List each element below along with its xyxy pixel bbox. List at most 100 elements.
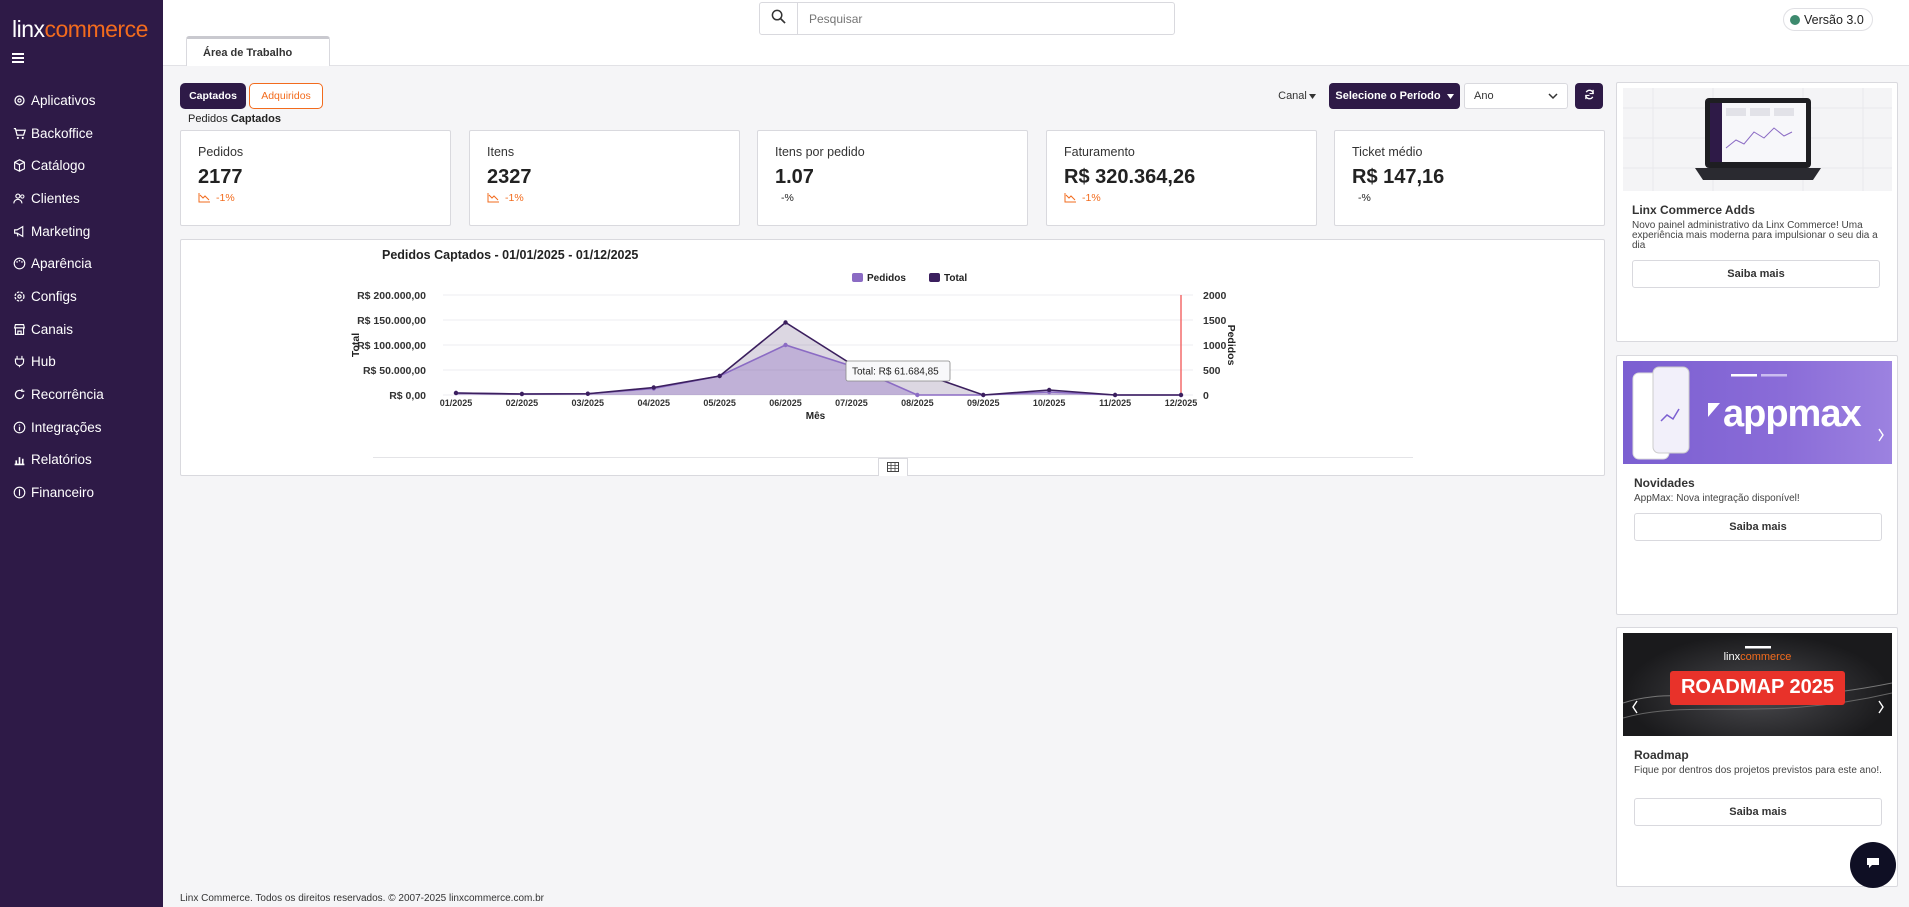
gear-icon xyxy=(12,93,26,107)
search-icon xyxy=(771,9,786,29)
sidebar-item-label: Recorrência xyxy=(31,387,104,403)
sidebar-item-marketing[interactable]: Marketing xyxy=(0,215,163,248)
promo-text: Novo painel administrativo da Linx Comme… xyxy=(1632,220,1878,251)
sidebar-item-integracoes[interactable]: Integrações xyxy=(0,411,163,444)
caret-down-icon xyxy=(1446,90,1454,102)
promo-text: Fique por dentros dos projetos previstos… xyxy=(1634,765,1882,776)
menu-icon[interactable] xyxy=(12,53,24,63)
tab-label: Área de Trabalho xyxy=(203,46,293,59)
data-point-total xyxy=(1046,387,1052,393)
x-tick-label: 09/2025 xyxy=(967,398,1000,408)
y2-tick-label: 1000 xyxy=(1203,340,1227,352)
recurrence-icon xyxy=(12,388,26,402)
sidebar-item-backoffice[interactable]: Backoffice xyxy=(0,117,163,150)
promo-title: Roadmap xyxy=(1634,748,1689,762)
legend-swatch xyxy=(852,273,863,282)
y-tick-label: R$ 100.000,00 xyxy=(357,340,426,352)
data-point-total xyxy=(585,391,591,396)
promo-text: AppMax: Nova integração disponível! xyxy=(1634,493,1800,504)
table-icon xyxy=(887,459,899,477)
data-point-pedidos xyxy=(783,342,788,348)
x-tick-label: 02/2025 xyxy=(506,398,539,408)
section-title: Pedidos Captados xyxy=(188,113,281,125)
sidebar-item-hub[interactable]: Hub xyxy=(0,346,163,379)
x-tick-label: 10/2025 xyxy=(1033,398,1066,408)
table-view-button[interactable] xyxy=(878,458,908,476)
adquiridos-button[interactable]: Adquiridos xyxy=(249,83,323,109)
chart-tooltip-text: Total: R$ 61.684,85 xyxy=(852,367,939,378)
sidebar-item-label: Hub xyxy=(31,354,56,370)
promo-title: Linx Commerce Adds xyxy=(1632,203,1755,217)
saiba-mais-button[interactable]: Saiba mais xyxy=(1634,513,1882,541)
periodo-dropdown[interactable]: Selecione o Período xyxy=(1329,83,1460,109)
ano-label: Ano xyxy=(1474,90,1494,102)
sidebar-item-financeiro[interactable]: Financeiro xyxy=(0,476,163,509)
kpi-value: R$ 147,16 xyxy=(1352,166,1445,188)
x-tick-label: 01/2025 xyxy=(440,398,473,408)
kpi-title: Faturamento xyxy=(1064,145,1135,159)
sidebar-nav: Aplicativos Backoffice Catálogo Clientes… xyxy=(0,84,163,509)
series-area-total xyxy=(456,322,1181,395)
search-input[interactable] xyxy=(798,3,1174,34)
sidebar-item-label: Relatórios xyxy=(31,452,92,468)
sidebar-item-configs[interactable]: Configs xyxy=(0,280,163,313)
ano-select[interactable]: Ano xyxy=(1464,83,1568,109)
promo-card-adds: Linx Commerce Adds Novo painel administr… xyxy=(1616,82,1898,342)
appmax-banner[interactable]: appmax xyxy=(1623,361,1892,464)
header: Versão 3.0 Área de Trabalho xyxy=(163,0,1909,66)
laptop-image xyxy=(1623,88,1892,191)
data-point-total xyxy=(717,373,722,379)
sidebar-item-recorrencia[interactable]: Recorrência xyxy=(0,378,163,411)
saiba-mais-button[interactable]: Saiba mais xyxy=(1632,260,1880,288)
plug-icon xyxy=(12,355,26,369)
chevron-down-icon xyxy=(1547,90,1559,105)
x-tick-label: 07/2025 xyxy=(835,398,868,408)
kpi-title: Itens xyxy=(487,145,515,159)
canal-dropdown[interactable]: Canal xyxy=(1273,83,1321,109)
tab-area-de-trabalho[interactable]: Área de Trabalho xyxy=(186,36,330,66)
sidebar-item-canais[interactable]: Canais xyxy=(0,313,163,346)
kpi-delta: -1% xyxy=(487,192,722,204)
caret-down-icon xyxy=(1308,90,1316,102)
version-label: Versão 3.0 xyxy=(1804,12,1864,27)
refresh-button[interactable] xyxy=(1575,83,1603,109)
sidebar-item-relatorios[interactable]: Relatórios xyxy=(0,444,163,477)
legend-swatch xyxy=(929,273,940,282)
roadmap-banner[interactable]: linxcommerce ROADMAP 2025 xyxy=(1623,633,1892,736)
version-badge[interactable]: Versão 3.0 xyxy=(1783,8,1873,31)
captados-button[interactable]: Captados xyxy=(180,83,246,109)
sidebar-item-aparencia[interactable]: Aparência xyxy=(0,247,163,280)
chat-icon xyxy=(1866,856,1880,874)
periodo-label: Selecione o Período xyxy=(1335,90,1441,102)
sidebar-item-catalogo[interactable]: Catálogo xyxy=(0,149,163,182)
x-tick-label: 04/2025 xyxy=(637,398,670,408)
sidebar-item-label: Canais xyxy=(31,321,74,337)
sidebar-item-label: Configs xyxy=(31,288,77,304)
footer-text: Linx Commerce. Todos os direitos reserva… xyxy=(180,893,545,904)
status-dot xyxy=(1790,14,1800,25)
kpi-delta: -1% xyxy=(1064,192,1299,204)
kpi-card-ticket-medio: Ticket médio R$ 147,16 -% xyxy=(1334,130,1605,226)
y2-axis-title: Pedidos xyxy=(1225,325,1237,366)
trend-down-icon xyxy=(487,193,499,203)
sidebar-item-aplicativos[interactable]: Aplicativos xyxy=(0,84,163,117)
trend-down-icon xyxy=(198,193,210,203)
sidebar-item-label: Financeiro xyxy=(31,485,95,501)
store-icon xyxy=(12,322,26,336)
search-box xyxy=(759,2,1175,35)
chat-button[interactable] xyxy=(1850,842,1896,888)
sidebar-item-label: Clientes xyxy=(31,190,80,206)
kpi-title: Ticket médio xyxy=(1352,145,1423,159)
chart-panel: Pedidos Captados - 01/01/2025 - 01/12/20… xyxy=(180,239,1605,476)
data-point-total xyxy=(1112,392,1118,398)
search-button[interactable] xyxy=(760,3,798,34)
kpi-card-pedidos: Pedidos 2177 -1% xyxy=(180,130,451,226)
brand-logo[interactable]: linxcommerce xyxy=(12,16,148,42)
canal-label: Canal xyxy=(1278,90,1307,102)
kpi-value: 1.07 xyxy=(775,166,814,188)
sidebar-item-clientes[interactable]: Clientes xyxy=(0,182,163,215)
saiba-mais-button[interactable]: Saiba mais xyxy=(1634,798,1882,826)
sidebar-item-label: Aparência xyxy=(31,256,92,272)
x-tick-label: 08/2025 xyxy=(901,398,934,408)
roadmap-banner-text: ROADMAP 2025 xyxy=(1680,676,1835,698)
